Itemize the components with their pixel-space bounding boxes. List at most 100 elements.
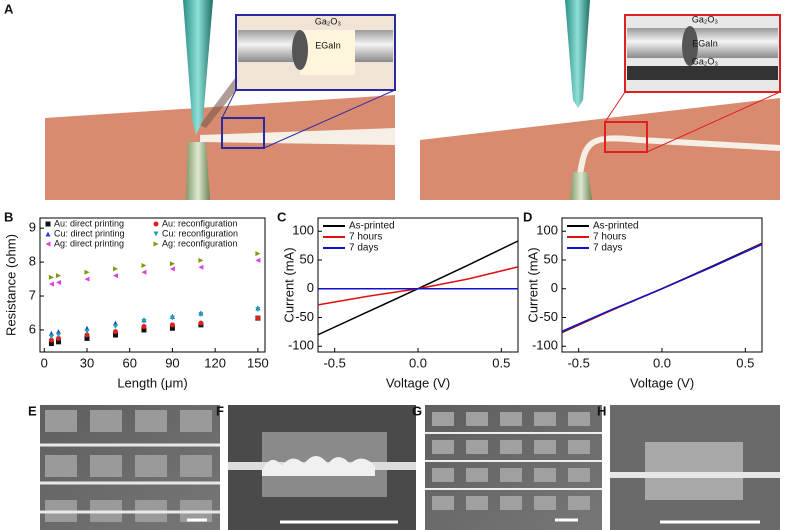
panel-label: H [597,403,606,418]
data-line [317,240,519,336]
panel-label: G [412,403,422,418]
y-tick-label: 9 [29,220,36,235]
panel-label: A [4,1,14,16]
x-tick-label: 0.0 [409,355,427,370]
x-tick-label: -0.5 [567,355,589,370]
inset-end [682,26,698,66]
data-point [84,269,90,275]
y-tick-label: 7 [29,287,36,302]
sem-g [425,405,602,530]
legend-label: Ag: reconfiguration [162,238,238,248]
data-point [198,264,204,270]
y-tick-label: 6 [29,321,36,336]
data-point [112,329,118,335]
legend-marker [45,221,51,227]
legend-label: As-printed [349,221,395,232]
x-tick-label: 0 [41,355,48,370]
x-tick-label: 120 [204,355,226,370]
pad [645,442,743,500]
inset-label: EGaIn [315,40,341,50]
inset-label: Ga₂O₃ [692,56,719,66]
zoom-line [604,91,626,123]
printed-line [200,128,395,145]
data-line [317,266,519,306]
y-axis-label: Resistance (ohm) [3,234,18,336]
x-tick-label: 30 [80,355,94,370]
nozzle [565,0,590,108]
inset-tube [627,28,778,58]
sem-e [40,405,220,530]
legend-label: Au: reconfiguration [162,218,238,228]
x-tick-label: 60 [122,355,136,370]
legend-label: Cu: reconfiguration [162,228,238,238]
panel-label: F [216,403,224,418]
data-point [84,332,90,338]
y-tick-label: 100 [536,223,558,238]
data-point [169,266,175,272]
y-tick-label: -50 [295,309,314,324]
inset-core [300,30,355,75]
plot-frame [317,217,519,353]
data-point [169,261,175,267]
y-tick-label: 0 [307,280,314,295]
data-point [112,324,118,330]
inset-end [292,30,308,70]
data-point [112,273,118,279]
data-point [169,315,175,321]
y-tick-label: 50 [300,251,314,266]
data-point [141,318,147,324]
x-axis-label: Voltage (V) [386,375,450,390]
x-tick-label: 90 [165,355,179,370]
zoom-line [221,89,237,119]
legend-label: 7 hours [349,232,382,243]
data-point [56,332,62,338]
printed-line [577,135,781,176]
legend-marker [153,241,159,247]
y-axis-label: Current (mA) [525,247,540,322]
x-axis-label: Length (μm) [117,375,187,390]
legend-label: As-printed [593,221,639,232]
data-point [48,281,54,287]
y-tick-label: 100 [292,223,314,238]
data-point [169,322,175,328]
zoom-box [221,117,265,149]
data-point [255,307,261,313]
y-tick-label: -100 [532,338,558,353]
inset-label: Ga₂O₃ [692,14,719,24]
x-tick-label: -0.5 [323,355,345,370]
y-tick-label: -100 [288,338,314,353]
legend-marker [45,231,51,237]
lower-nozzle [186,142,210,200]
data-point [141,262,147,268]
legend-label: Au: direct printing [54,218,124,228]
plot-frame [39,217,266,353]
x-tick-label: 0.5 [736,355,754,370]
data-point [255,251,261,257]
data-point [255,257,261,263]
legend-label: Ag: direct printing [54,238,124,248]
data-point [56,335,62,341]
panel-label: C [277,209,287,224]
lower-nozzle [570,172,592,200]
x-tick-label: 150 [247,355,269,370]
data-point [48,337,54,343]
data-point [84,276,90,282]
y-tick-label: 0 [551,280,558,295]
zoom-box [604,121,648,153]
data-point [198,320,204,326]
substrate [420,98,780,200]
wire [610,472,780,478]
inset-label: Ga₂O₃ [315,16,342,26]
nozzle [183,0,213,135]
data-point [255,315,261,321]
panel-label: B [4,209,13,224]
legend-label: Cu: direct printing [54,228,125,238]
plot-frame [561,217,763,353]
data-point [84,329,90,335]
sem-f [228,405,416,530]
data-point [141,269,147,275]
data-point [112,266,118,272]
zoom-line [646,91,781,153]
data-point [56,279,62,285]
